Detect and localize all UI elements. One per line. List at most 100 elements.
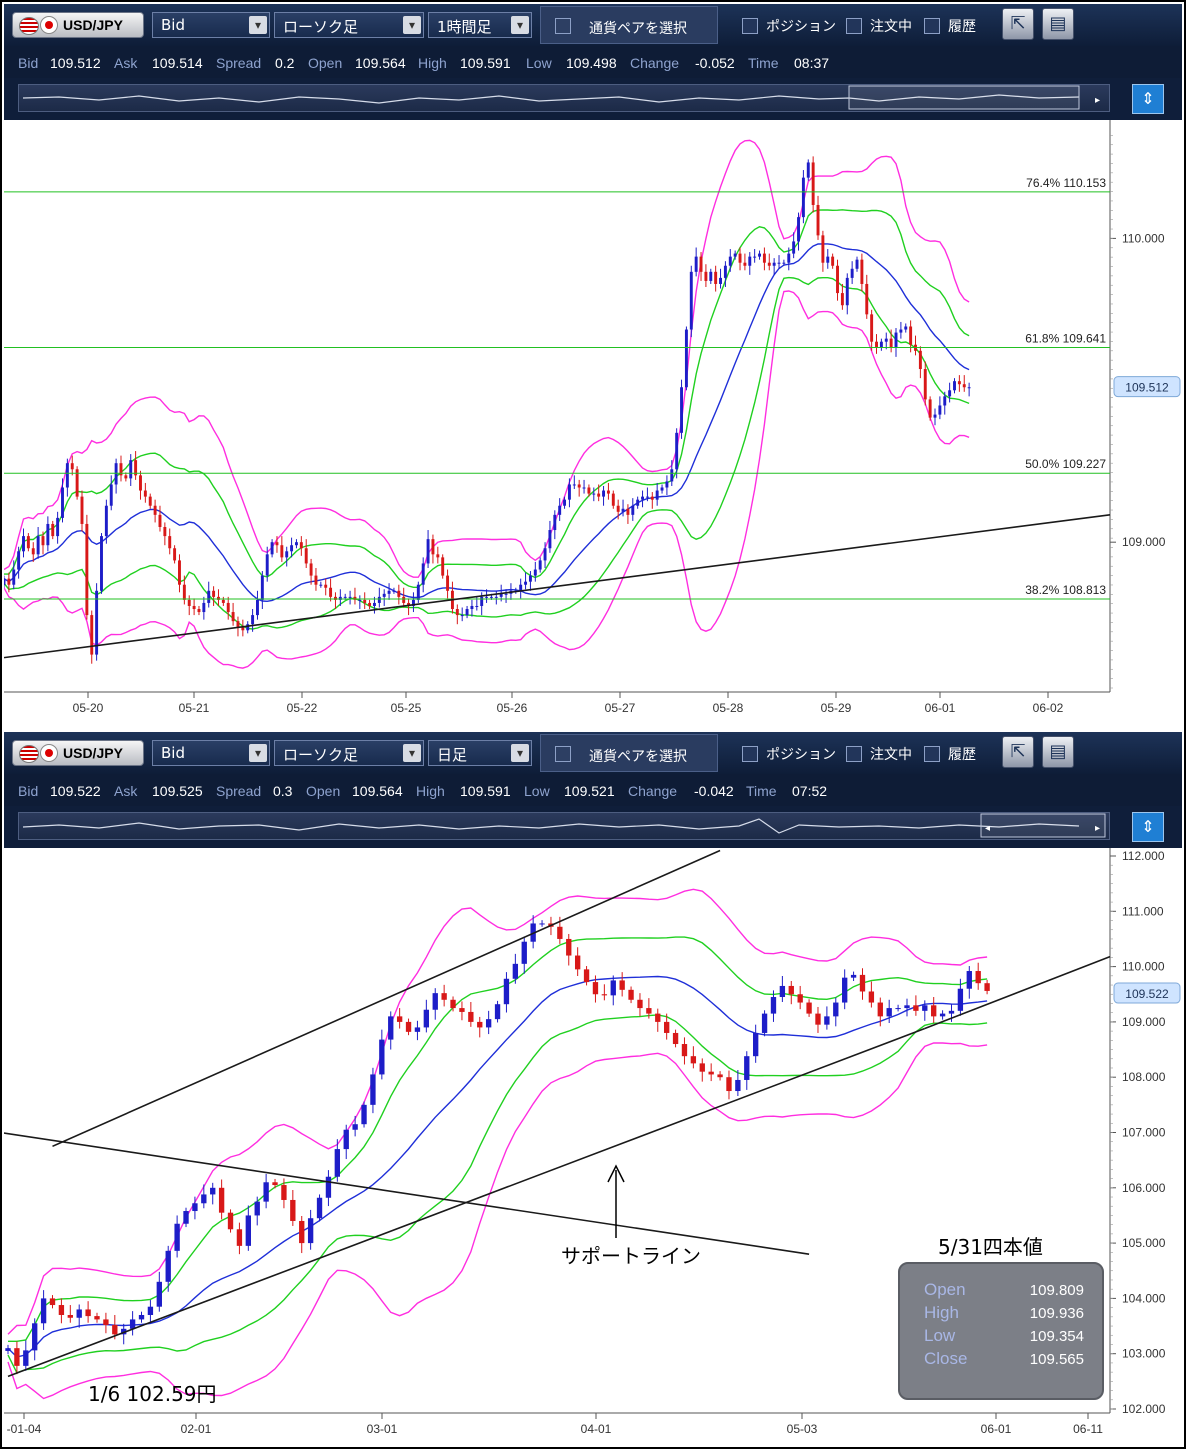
candle-body — [192, 605, 196, 610]
candle-body — [489, 596, 493, 598]
candle-body — [690, 1056, 697, 1064]
ohlc-low-row: Low 109.354 — [924, 1326, 1084, 1348]
last-price-tag — [1113, 376, 1181, 398]
candle-body — [109, 484, 113, 506]
currency-pair-button[interactable]: USD/JPY — [12, 740, 144, 766]
y-tick-label: 107.000 — [1122, 1126, 1166, 1140]
price-type-select[interactable]: Bid ▾ — [152, 740, 270, 766]
daily-chart-area: 102.000 103.000 104.000 105.000 106.000 107.0… — [0, 848, 1182, 1443]
ohlc-title: 5/31四本値 — [938, 1235, 1043, 1259]
x-tick-label: 05-27 — [605, 701, 636, 715]
history-label: 履歴 — [948, 19, 976, 35]
spread-value: 0.3 — [273, 783, 293, 799]
candle-body — [450, 999, 456, 1009]
hourly-chart-svg: 109.000 110.000 05-20 05-21 05-22 05-25 05-26 0… — [2, 120, 1181, 715]
candle-body — [12, 569, 16, 585]
candle-body — [519, 584, 523, 591]
pair-select-checkbox[interactable] — [555, 746, 571, 762]
candle-body — [485, 596, 489, 598]
candle-body — [307, 1218, 314, 1244]
candle-body — [314, 575, 318, 585]
candle-body — [201, 1194, 207, 1204]
price-type-select[interactable]: Bid ▾ — [152, 12, 270, 38]
candle-body — [645, 496, 649, 498]
candle-body — [426, 539, 430, 564]
candle-body — [358, 599, 362, 601]
candle-body — [592, 982, 599, 995]
candle-body — [85, 1309, 91, 1317]
window-icon[interactable]: ▤ — [1042, 8, 1074, 40]
bollinger-lower-2sigma — [3, 290, 970, 669]
window-icon[interactable]: ▤ — [1042, 736, 1074, 768]
chart-type-select[interactable]: ローソク足 ▾ — [274, 740, 424, 766]
candle-body — [173, 548, 177, 561]
navigator-bar: ◂ ▸ ⇕ — [4, 806, 1182, 848]
chart-type-select[interactable]: ローソク足 ▾ — [274, 12, 424, 38]
candle-body — [36, 536, 40, 555]
svg-text:◂: ◂ — [985, 823, 990, 834]
nav-toggle-icon[interactable]: ⇕ — [1132, 84, 1164, 114]
candle-body — [263, 1182, 269, 1202]
candle-body — [388, 1016, 394, 1040]
position-label: ポジション — [766, 19, 836, 35]
candle-body — [870, 314, 874, 342]
candle-body — [397, 590, 401, 597]
y-tick-label: 103.000 — [1122, 1347, 1166, 1361]
change-value: -0.052 — [695, 55, 735, 71]
nav-toggle-icon[interactable]: ⇕ — [1132, 812, 1164, 842]
candle-body — [504, 593, 508, 595]
candle-body — [49, 1298, 56, 1306]
candle-body — [165, 1250, 171, 1282]
order-checkbox[interactable] — [846, 18, 862, 34]
ohlc-open-label: Open — [924, 1280, 966, 1299]
candle-body — [681, 1044, 688, 1057]
pair-select-checkbox[interactable] — [555, 18, 571, 34]
candle-body — [396, 1016, 403, 1022]
timeframe-select[interactable]: 日足 ▾ — [428, 740, 532, 766]
candle-body — [538, 560, 542, 570]
position-label: ポジション — [766, 747, 836, 763]
y-tick-label: 104.000 — [1122, 1291, 1166, 1305]
change-label: Change — [628, 783, 678, 799]
history-checkbox[interactable] — [924, 18, 940, 34]
candle-body — [104, 505, 108, 537]
candle-body — [767, 262, 771, 266]
candle-body — [90, 615, 94, 655]
navigator-sparkline: ◂ ▸ — [22, 813, 1106, 838]
candle-body — [694, 256, 698, 272]
currency-pair-label: USD/JPY — [63, 745, 123, 761]
y-tick-label: 110.000 — [1122, 231, 1165, 245]
navigator-overview[interactable]: ◂ ▸ — [18, 812, 1110, 840]
low-value: 109.498 — [566, 55, 617, 71]
chevron-down-icon: ▾ — [511, 16, 529, 34]
candle-body — [583, 969, 590, 983]
candle-body — [962, 384, 966, 388]
candle-body — [850, 268, 854, 278]
candle-body — [265, 554, 269, 576]
candle-body — [353, 596, 357, 600]
candle-body — [797, 994, 803, 1003]
navigator-overview[interactable]: ▸ — [18, 84, 1110, 112]
candle-body — [138, 1314, 145, 1320]
candle-body — [628, 989, 634, 1000]
chart-order-icon[interactable]: ⇱ — [1002, 8, 1034, 40]
position-checkbox[interactable] — [742, 18, 758, 34]
pair-select-toggle[interactable]: 通貨ペアを選択 — [540, 734, 718, 772]
candle-body — [470, 605, 474, 610]
candle-body — [984, 983, 990, 991]
order-checkbox[interactable] — [846, 746, 862, 762]
candle-body — [953, 381, 956, 391]
navigator-sparkline: ▸ — [22, 85, 1100, 110]
pair-select-toggle[interactable]: 通貨ペアを選択 — [540, 6, 718, 44]
timeframe-select[interactable]: 1時間足 ▾ — [428, 12, 532, 38]
history-checkbox[interactable] — [924, 746, 940, 762]
chart-order-icon[interactable]: ⇱ — [1002, 736, 1034, 768]
chevron-down-icon: ▾ — [403, 16, 421, 34]
candle-body — [416, 584, 420, 600]
candle-body — [22, 536, 25, 552]
quote-info-bar: Bid 109.522 Ask 109.525 Spread 0.3 Open … — [4, 774, 1182, 806]
currency-pair-button[interactable]: USD/JPY — [12, 12, 144, 38]
candle-body — [207, 590, 211, 603]
position-checkbox[interactable] — [742, 746, 758, 762]
candle-body — [894, 332, 898, 348]
